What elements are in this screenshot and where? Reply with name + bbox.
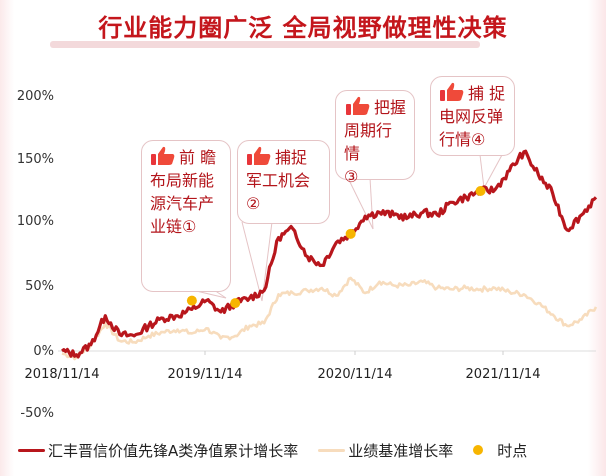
y-tick-0: 0% xyxy=(33,344,54,359)
callout-2: 捕捉 军工机会 ② xyxy=(237,140,330,224)
x-tick-2021: 2021/11/14 xyxy=(466,367,541,382)
y-tick-100: 100% xyxy=(17,214,54,229)
callout-1-line3: 源汽车产 xyxy=(150,194,215,213)
callout-4-line2: 电网反弹 xyxy=(439,107,504,126)
legend-item-point: 时点 xyxy=(473,440,527,461)
x-tick-2020: 2020/11/14 xyxy=(318,367,393,382)
legend-dot-point xyxy=(473,445,484,455)
plot-area xyxy=(61,149,598,361)
legend-swatch-benchmark xyxy=(318,448,346,452)
page-title: 行业能力圈广泛 全局视野做理性决策 xyxy=(98,14,508,42)
y-tick-neg50: -50% xyxy=(20,406,54,421)
callout-tail-3b xyxy=(369,177,374,230)
callout-tail-3 xyxy=(347,177,374,230)
callout-tail-2 xyxy=(241,221,263,302)
legend-item-fund: 汇丰晋信价值先锋A类净值累计增长率 xyxy=(18,440,298,461)
y-tick-200: 200% xyxy=(17,89,54,104)
legend-label-fund: 汇丰晋信价值先锋A类净值累计增长率 xyxy=(48,441,299,460)
callout-1-line4: 业链① xyxy=(150,217,197,236)
title-container: 行业能力圈广泛 全局视野做理性决策 xyxy=(0,8,606,43)
callout-4-line1: 捕 捉 xyxy=(468,84,506,103)
y-tick-150: 150% xyxy=(17,152,54,167)
thumbs-up-icon xyxy=(345,96,370,115)
callout-3-line3: ③ xyxy=(344,167,359,186)
callout-1-line1: 前 瞻 xyxy=(179,148,217,167)
thumbs-up-icon xyxy=(440,82,464,101)
callout-4: 捕 捉 电网反弹 行情④ xyxy=(430,76,515,156)
legend: 汇丰晋信价值先锋A类净值累计增长率 业绩基准增长率 时点 xyxy=(18,438,598,462)
legend-swatch-fund xyxy=(18,448,45,452)
thumbs-up-icon xyxy=(247,146,271,165)
benchmark-line xyxy=(61,276,598,361)
x-tick-2018: 2018/11/14 xyxy=(25,367,100,382)
callout-1-line2: 布局新能 xyxy=(150,171,215,190)
callout-1: 前 瞻 布局新能 源汽车产 业链① xyxy=(141,140,231,292)
callout-3-line2: 周期行情 xyxy=(344,121,393,163)
title-underline xyxy=(50,41,480,48)
time-point-marker-3 xyxy=(345,228,356,239)
y-tick-50: 50% xyxy=(25,279,54,294)
thumbs-up-icon xyxy=(151,146,175,165)
x-tick-2019: 2019/11/14 xyxy=(168,367,243,382)
legend-label-point: 时点 xyxy=(497,441,528,460)
legend-label-benchmark: 业绩基准增长率 xyxy=(348,441,454,460)
legend-item-benchmark: 业绩基准增长率 xyxy=(318,440,453,461)
callout-2-line3: ② xyxy=(246,194,261,213)
callout-3: 把握 周期行情 ③ xyxy=(335,90,415,186)
callout-3-line1: 把握 xyxy=(373,98,406,117)
callout-2-line2: 军工机会 xyxy=(246,171,311,190)
callout-2-line1: 捕捉 xyxy=(275,148,308,167)
fund-nav-line xyxy=(61,149,598,359)
time-point-marker-4 xyxy=(475,185,486,196)
callout-tail-4b xyxy=(483,154,503,189)
time-point-marker-1 xyxy=(186,295,197,306)
callout-4-line3: 行情④ xyxy=(439,130,486,149)
time-point-marker-2 xyxy=(230,298,241,309)
callout-tail-4 xyxy=(479,154,485,189)
